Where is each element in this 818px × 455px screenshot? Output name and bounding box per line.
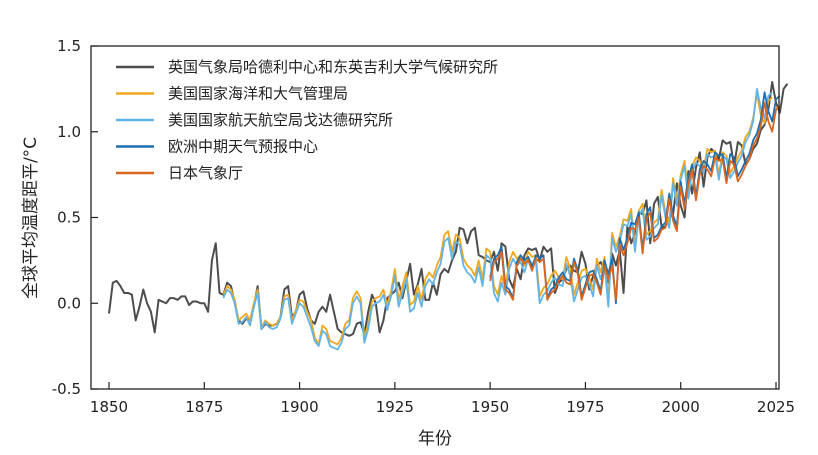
legend-label: 美国国家海洋和大气管理局 xyxy=(168,85,348,103)
x-tick-label: 1950 xyxy=(471,398,509,416)
y-tick-label: 1.0 xyxy=(57,123,81,141)
x-tick-label: 2025 xyxy=(757,398,795,416)
x-tick-label: 1925 xyxy=(376,398,414,416)
legend-label: 日本气象厅 xyxy=(168,164,243,182)
ticks-layer: 1850 1875 1900 1925 1950 1975 2000 2025 -0.5 0.0 0… xyxy=(52,37,795,416)
legend-label: 欧洲中期天气预报中心 xyxy=(168,138,318,156)
series-line-4 xyxy=(489,91,781,305)
legend-label: 英国气象局哈德利中心和东英吉利大学气候研究所 xyxy=(168,58,498,76)
x-axis-title: 年份 xyxy=(418,429,452,449)
y-tick-label: -0.5 xyxy=(52,380,81,398)
legend-label: 美国国家航天航空局戈达德研究所 xyxy=(168,111,393,129)
x-tick-label: 1875 xyxy=(185,398,223,416)
x-tick-label: 1975 xyxy=(566,398,604,416)
x-tick-label: 1850 xyxy=(90,398,128,416)
series-layer xyxy=(108,81,789,351)
series-line-1 xyxy=(108,81,789,337)
series-line-5 xyxy=(489,101,781,301)
x-tick-label: 1900 xyxy=(280,398,318,416)
series-line-2 xyxy=(222,93,773,346)
y-tick-label: 0.0 xyxy=(57,294,81,312)
y-axis-title: 全球平均温度距平/°C xyxy=(21,137,41,299)
y-tick-label: 1.5 xyxy=(57,37,81,55)
series-line-3 xyxy=(222,87,773,351)
y-tick-label: 0.5 xyxy=(57,209,81,227)
legend: 英国气象局哈德利中心和东英吉利大学气候研究所美国国家海洋和大气管理局美国国家航天… xyxy=(116,58,498,182)
x-tick-label: 2000 xyxy=(662,398,700,416)
